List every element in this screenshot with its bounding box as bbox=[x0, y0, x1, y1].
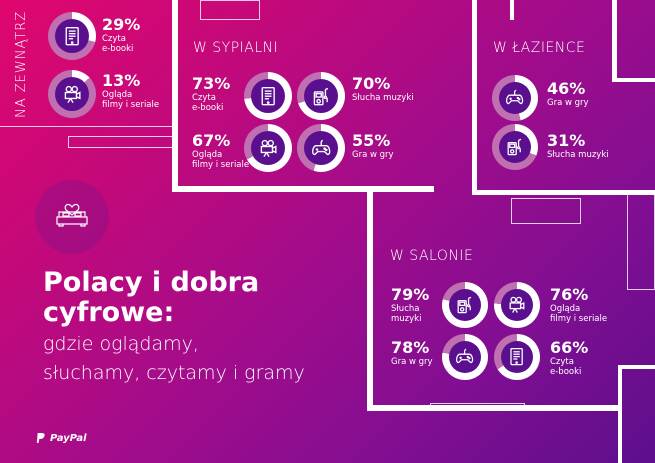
wall bbox=[612, 78, 655, 82]
camera-icon bbox=[509, 297, 525, 314]
stat-bathroom-music: 31% Słucha muzyki bbox=[547, 131, 609, 160]
wall bbox=[618, 365, 622, 463]
wall bbox=[0, 126, 175, 127]
donut-living-camera bbox=[494, 282, 540, 328]
donut-bedroom-music bbox=[297, 72, 345, 120]
gamepad-icon bbox=[311, 139, 331, 155]
stat-bedroom-ebook: 73% Czyta e-booki bbox=[192, 74, 231, 113]
gamepad-icon bbox=[456, 349, 474, 364]
stat-bedroom-music: 70% Słucha muzyki bbox=[352, 74, 414, 103]
shelf bbox=[68, 136, 173, 148]
bed-heart-icon bbox=[56, 203, 88, 227]
stat-bedroom-game: 55% Gra w gry bbox=[352, 131, 394, 160]
donut-bedroom-ebook bbox=[244, 72, 292, 120]
wardrobe bbox=[200, 0, 260, 20]
window bbox=[430, 403, 525, 411]
donut-bathroom-music bbox=[492, 124, 538, 170]
stat-living-game: 78% Gra w gry bbox=[391, 338, 433, 367]
donut-bedroom-game bbox=[297, 124, 345, 172]
ebook-icon bbox=[65, 26, 79, 46]
gamepad-icon bbox=[506, 90, 524, 105]
donut-living-music bbox=[442, 282, 488, 328]
camera-icon bbox=[260, 139, 277, 158]
stat-outside-ebook: 29% Czyta e-booki bbox=[102, 15, 141, 54]
stat-bedroom-camera: 67% Ogląda filmy i seriale bbox=[192, 131, 250, 170]
donut-bedroom-camera bbox=[244, 124, 292, 172]
page-title: Polacy i dobra cyfrowe: bbox=[43, 267, 260, 328]
bed-icon-circle bbox=[35, 180, 109, 254]
donut-living-ebook bbox=[494, 334, 540, 380]
closet bbox=[627, 193, 655, 290]
music-player-icon bbox=[457, 297, 473, 314]
wall bbox=[367, 405, 619, 411]
wall bbox=[172, 186, 434, 192]
donut-outside-camera bbox=[48, 70, 96, 118]
room-title-bathroom: W ŁAZIENCE bbox=[493, 40, 586, 56]
wall bbox=[472, 0, 477, 195]
donut-outside-ebook bbox=[48, 12, 96, 60]
paypal-icon bbox=[36, 433, 45, 443]
wall bbox=[618, 365, 655, 369]
wall bbox=[612, 0, 617, 82]
donut-living-game bbox=[442, 334, 488, 380]
stat-living-music: 79% Słucha muzyki bbox=[391, 285, 430, 324]
camera-icon bbox=[64, 85, 81, 104]
wall bbox=[172, 0, 178, 190]
ebook-icon bbox=[510, 348, 524, 366]
room-title-bedroom: W SYPIALNI bbox=[193, 40, 279, 56]
wall bbox=[367, 186, 373, 408]
stat-bathroom-game: 46% Gra w gry bbox=[547, 79, 589, 108]
donut-bathroom-game bbox=[492, 75, 538, 121]
sofa bbox=[511, 198, 581, 224]
wall bbox=[472, 190, 655, 195]
page-subtitle: gdzie oglądamy, słuchamy, czytamy i gram… bbox=[43, 333, 305, 384]
stat-living-ebook: 66% Czyta e-booki bbox=[550, 338, 589, 377]
stat-living-camera: 76% Ogląda filmy i seriale bbox=[550, 285, 608, 324]
music-player-icon bbox=[313, 87, 329, 106]
room-title-living-room: W SALONIE bbox=[390, 248, 474, 264]
music-player-icon bbox=[507, 139, 523, 156]
stat-outside-camera: 13% Ogląda filmy i seriale bbox=[102, 71, 160, 110]
ebook-icon bbox=[261, 86, 275, 106]
paypal-logo: PayPal bbox=[36, 432, 87, 444]
room-title-outside: NA ZEWNĄTRZ bbox=[14, 10, 29, 118]
wall bbox=[510, 0, 514, 20]
